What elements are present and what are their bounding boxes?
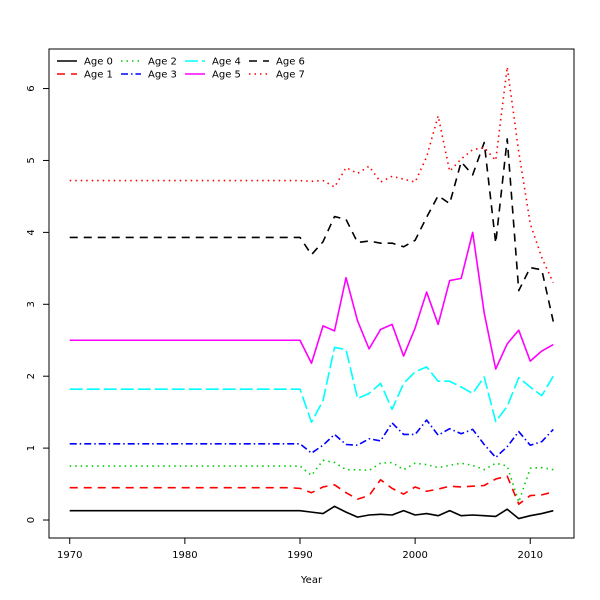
series-line-age-3 — [69, 419, 554, 459]
y-tick-label-4: 4 — [26, 229, 37, 235]
series-line-age-5 — [69, 231, 554, 370]
y-tick-label-2: 2 — [26, 373, 37, 379]
legend-label-age-0: Age 0 — [84, 57, 113, 68]
legend-label-age-2: Age 2 — [148, 57, 177, 68]
y-tick-label-1: 1 — [26, 445, 37, 451]
y-tick-label-0: 0 — [26, 517, 37, 523]
series-line-age-1 — [69, 475, 554, 506]
x-tick-label-2000: 2000 — [402, 550, 427, 561]
series-line-age-4 — [69, 346, 554, 424]
legend-label-age-7: Age 7 — [276, 70, 305, 81]
legend: Age 0 Age 1 Age 2 Age 3 Age 4 Age 5 Age 6 Age 7 — [57, 57, 305, 81]
x-tick-label-1980: 1980 — [172, 550, 197, 561]
legend-label-age-3: Age 3 — [148, 70, 177, 81]
legend-label-age-6: Age 6 — [276, 57, 305, 68]
x-tick-label-1970: 1970 — [57, 550, 82, 561]
x-tick-label-2010: 2010 — [518, 550, 543, 561]
series-line-age-6 — [69, 138, 555, 322]
x-tick-label-1990: 1990 — [287, 550, 312, 561]
y-tick-label-5: 5 — [26, 157, 37, 163]
legend-label-age-1: Age 1 — [84, 70, 113, 81]
legend-label-age-5: Age 5 — [212, 70, 241, 81]
y-tick-label-6: 6 — [26, 85, 37, 91]
series-line-age-0 — [69, 505, 554, 520]
legend-label-age-4: Age 4 — [212, 57, 241, 68]
series-layer — [69, 66, 555, 520]
plot-frame — [48, 48, 575, 539]
y-tick-label-3: 3 — [26, 301, 37, 307]
x-axis-title: Year — [300, 575, 323, 586]
